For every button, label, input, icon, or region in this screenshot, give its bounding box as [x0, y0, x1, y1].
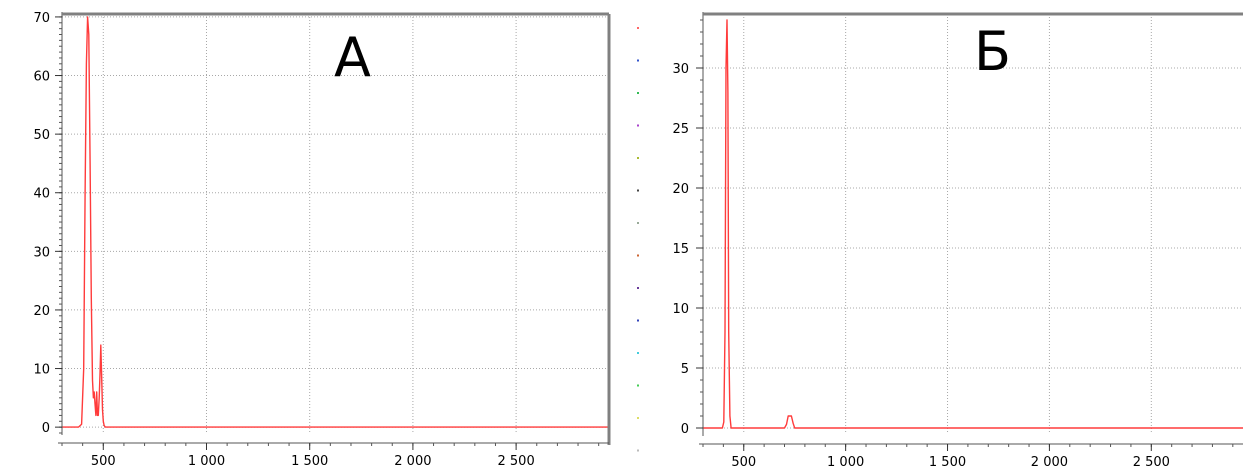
chart-b-series-line [703, 19, 1243, 429]
chart-a-y-tick-label: 50 [33, 128, 50, 143]
series-color-dot [637, 92, 639, 94]
series-color-dot [637, 384, 639, 387]
chart-b-marks [703, 19, 1243, 429]
series-color-dot [637, 157, 639, 159]
chart-a-y-tick-label: 0 [42, 421, 50, 436]
chart-a-panel-letter: А [334, 26, 371, 89]
series-color-dot [637, 254, 639, 257]
chart-b-y-tick-label: 30 [672, 62, 689, 77]
chart-panel-a: 0 10 20 30 40 50 60 70 500 1 000 1 500 2 000 2 500 А [33, 11, 611, 469]
chart-a-series-line [62, 16, 609, 428]
chart-b-x-tick-label: 1 500 [929, 455, 966, 470]
series-color-dot [637, 124, 639, 127]
series-color-dot [637, 319, 639, 322]
chart-a-marks [62, 16, 609, 428]
series-color-dot [637, 352, 639, 354]
chart-b-x-tick-label: 2 000 [1031, 455, 1068, 470]
chart-a-x-tick-label: 2 000 [394, 454, 431, 469]
series-color-dot [637, 449, 639, 452]
series-color-dot [637, 59, 639, 62]
chart-b-y-tick-label: 0 [681, 422, 689, 437]
chart-a-y-tick-label: 20 [33, 304, 50, 319]
chart-a-grid [62, 14, 609, 433]
chart-panel-b: 0 5 10 15 20 25 30 500 1 000 1 500 2 000 2 500 Б [672, 12, 1243, 470]
chart-b-axes: 0 5 10 15 20 25 30 500 1 000 1 500 2 000 2 500 [672, 12, 1243, 470]
chart-a-y-tick-label: 60 [33, 70, 50, 85]
series-color-dot [637, 27, 639, 29]
chart-a-x-tick-label: 500 [91, 454, 116, 469]
chart-b-y-tick-label: 10 [672, 302, 689, 317]
chart-a-y-tick-label: 10 [33, 363, 50, 378]
series-color-dot [637, 417, 639, 419]
chart-a-y-tick-label: 30 [33, 245, 50, 260]
chart-b-x-tick-label: 2 500 [1133, 455, 1170, 470]
chart-b-y-tick-label: 25 [672, 122, 689, 137]
chart-a-background [62, 14, 609, 433]
chart-b-background [703, 14, 1243, 434]
chart-a-x-tick-label: 1 500 [291, 454, 328, 469]
series-color-dots [637, 27, 639, 452]
chart-b-x-tick-label: 500 [731, 455, 756, 470]
chart-b-panel-letter: Б [974, 20, 1011, 83]
chart-a-y-tick-label: 40 [33, 187, 50, 202]
chart-a-y-tick-label: 70 [33, 11, 50, 26]
chart-b-y-tick-label: 15 [672, 242, 689, 257]
chart-b-y-tick-label: 20 [672, 182, 689, 197]
chart-b-x-tick-label: 1 000 [827, 455, 864, 470]
chart-a-x-tick-label: 1 000 [188, 454, 225, 469]
chart-a-x-tick-label: 2 500 [498, 454, 535, 469]
series-color-dot [637, 287, 639, 289]
series-color-dot [637, 189, 639, 192]
chart-b-y-tick-label: 5 [681, 362, 689, 377]
chart-a-axes: 0 10 20 30 40 50 60 70 500 1 000 1 500 2 000 2 500 [33, 11, 611, 469]
series-color-dot [637, 222, 639, 224]
